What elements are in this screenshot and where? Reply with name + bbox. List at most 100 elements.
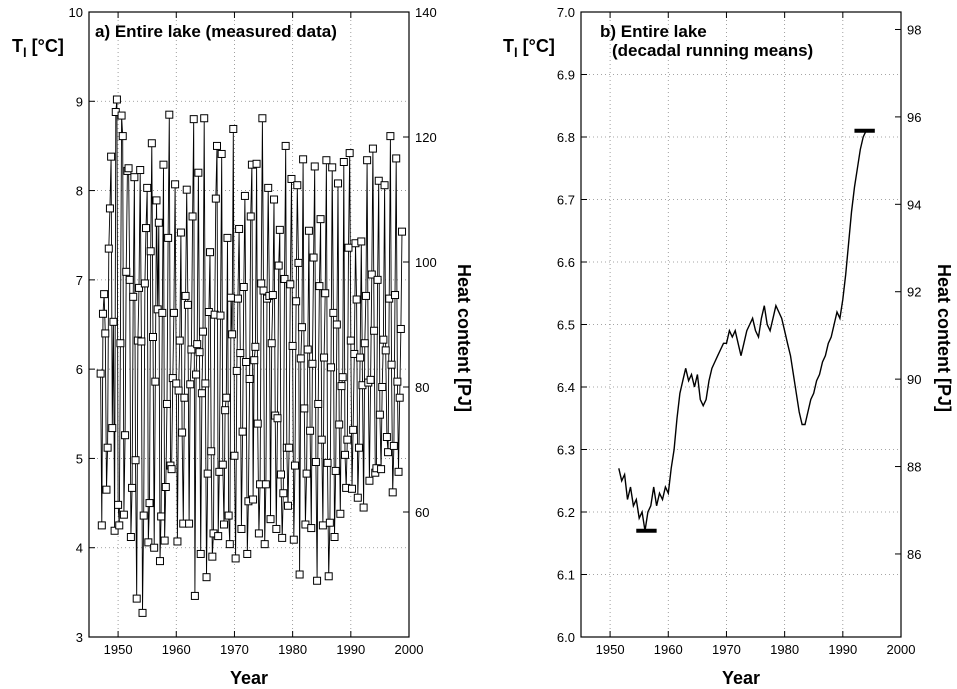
data-point-marker	[336, 509, 345, 518]
data-point-marker	[207, 447, 216, 456]
data-point-marker	[286, 280, 295, 289]
data-point-marker	[233, 294, 242, 303]
data-point-marker	[249, 495, 258, 504]
data-point-marker	[226, 293, 235, 302]
data-point-marker	[339, 158, 348, 166]
data-point-marker	[280, 274, 289, 283]
data-point-marker	[190, 591, 199, 600]
data-point-marker	[119, 510, 128, 519]
data-point-marker	[310, 162, 319, 171]
data-point-marker	[107, 152, 116, 161]
data-point-marker	[329, 308, 338, 317]
data-point-marker	[126, 533, 135, 541]
data-point-marker	[242, 358, 251, 366]
panel-b-left-axis-unit: [°C]	[518, 36, 555, 56]
data-point-marker	[200, 114, 209, 123]
data-point-marker	[154, 218, 163, 227]
data-point-marker	[341, 450, 349, 459]
data-point-marker	[315, 282, 324, 291]
panel-a-measured-data: 1950 1960 1970 1980 1990 2000 3 4 5 6 7 8 9 10 60 80 100…	[12, 5, 474, 688]
data-point-marker	[196, 549, 205, 558]
data-point-marker	[363, 156, 372, 165]
data-point-marker	[214, 532, 223, 541]
data-point-marker	[279, 489, 288, 498]
panel-b-left-axis-title: Tl [°C]	[503, 36, 555, 60]
data-point-marker	[169, 308, 178, 317]
data-point-marker	[182, 185, 191, 194]
data-point-marker	[295, 570, 304, 579]
data-point-marker	[316, 215, 325, 224]
data-point-marker	[393, 377, 402, 386]
data-point-marker	[172, 379, 181, 388]
data-point-marker	[346, 336, 355, 345]
data-point-marker	[277, 470, 285, 479]
data-point-marker	[159, 160, 168, 169]
y-right-tick-label: 88	[907, 460, 921, 475]
data-point-marker	[96, 369, 105, 378]
data-point-marker	[230, 451, 239, 460]
data-point-marker	[171, 180, 180, 189]
data-point-marker	[338, 373, 347, 382]
data-point-marker	[278, 533, 287, 542]
data-point-marker	[365, 476, 374, 485]
data-point-marker	[357, 237, 366, 246]
data-point-marker	[219, 520, 228, 529]
data-point-marker	[147, 139, 156, 148]
x-tick-label: 1960	[162, 642, 191, 657]
y-left-tick-label: 6.4	[557, 380, 575, 395]
data-point-marker	[103, 443, 112, 452]
data-point-marker	[183, 300, 192, 309]
data-point-marker	[187, 345, 196, 354]
x-tick-label: 1980	[278, 642, 307, 657]
y-left-tick-label: 3	[76, 630, 83, 645]
panel-a-series	[96, 95, 407, 617]
data-point-marker	[178, 428, 187, 437]
data-point-marker	[391, 291, 400, 300]
data-point-marker	[217, 149, 226, 158]
data-point-marker	[293, 181, 302, 190]
x-tick-label: 1980	[770, 642, 799, 657]
data-point-marker	[131, 456, 140, 465]
data-point-marker	[108, 424, 117, 433]
data-point-marker	[149, 333, 157, 341]
data-point-marker	[352, 295, 361, 304]
y-right-tick-label: 120	[415, 130, 437, 145]
data-point-marker	[180, 393, 189, 402]
data-point-marker	[382, 433, 391, 441]
data-point-marker	[197, 389, 206, 398]
y-right-tick-label: 96	[907, 110, 921, 125]
x-tick-label: 1950	[104, 642, 133, 657]
data-point-marker	[195, 348, 204, 357]
data-point-marker	[221, 406, 230, 415]
data-point-marker	[250, 356, 259, 365]
data-point-marker	[237, 524, 246, 533]
data-point-marker	[304, 226, 313, 235]
data-point-marker	[225, 540, 234, 549]
data-point-marker	[151, 377, 160, 386]
data-point-marker	[297, 323, 306, 332]
data-point-marker	[203, 469, 212, 478]
data-point-marker	[327, 363, 336, 372]
data-point-marker	[139, 511, 148, 520]
x-tick-label: 1990	[828, 642, 857, 657]
data-point-marker	[368, 144, 377, 153]
data-point-marker	[114, 500, 123, 509]
data-point-marker	[330, 533, 339, 541]
data-point-marker	[360, 339, 369, 348]
data-point-marker	[367, 270, 376, 279]
data-point-marker	[251, 342, 260, 351]
data-point-marker	[257, 279, 266, 288]
data-point-marker	[270, 195, 279, 204]
data-point-marker	[322, 156, 331, 165]
y-right-tick-label: 98	[907, 22, 921, 37]
data-point-marker	[261, 480, 270, 489]
data-point-marker	[374, 176, 383, 185]
panel-b-series	[618, 130, 867, 531]
data-point-marker	[167, 465, 176, 474]
data-point-marker	[343, 435, 352, 444]
data-point-marker	[232, 366, 241, 375]
data-point-marker	[389, 441, 398, 450]
data-point-marker	[101, 329, 110, 338]
data-point-marker	[394, 467, 403, 476]
data-point-marker	[387, 360, 396, 369]
